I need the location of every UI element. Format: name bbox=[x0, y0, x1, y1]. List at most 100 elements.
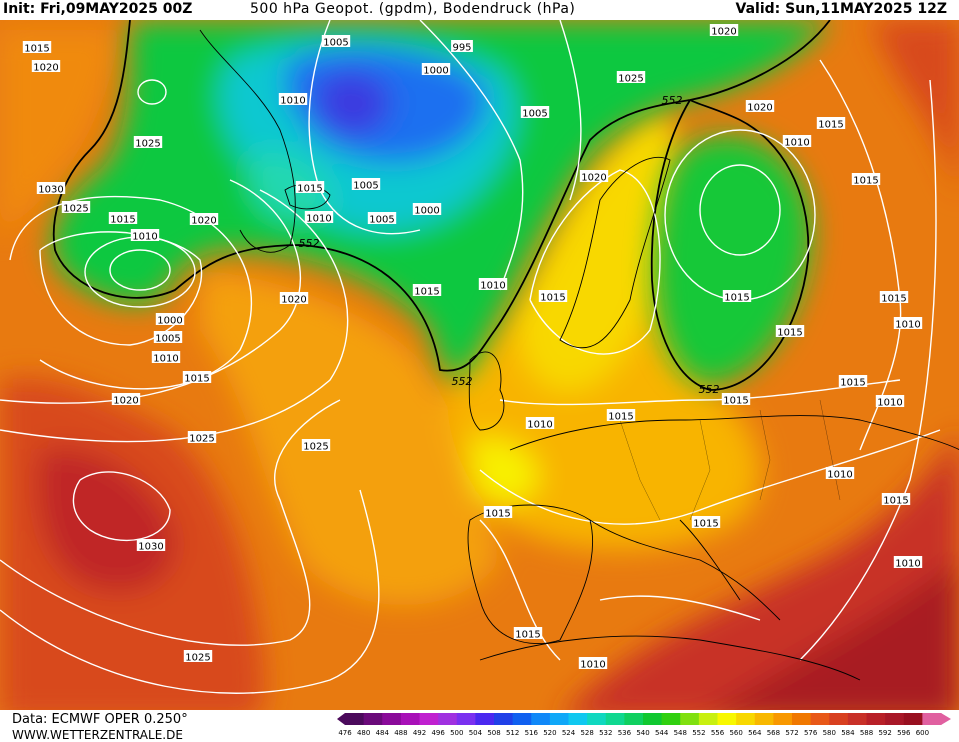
border-1 bbox=[619, 419, 661, 521]
pressure-label-box bbox=[61, 201, 91, 213]
colorbar-value: 488 bbox=[394, 729, 408, 737]
pressure-label: 1015 bbox=[24, 44, 49, 55]
pressure-label: 1005 bbox=[155, 334, 180, 345]
pressure-label-box bbox=[525, 417, 555, 429]
colorbar-value: 504 bbox=[468, 729, 483, 737]
pressure-label-box bbox=[321, 35, 351, 47]
colorbar-arrow-right bbox=[941, 713, 951, 725]
pressure-label-box bbox=[579, 170, 609, 182]
pressure-label: 1025 bbox=[189, 434, 214, 445]
pressure-label-box bbox=[616, 71, 646, 83]
pressure-label-box bbox=[893, 317, 923, 329]
pressure-label: 1015 bbox=[184, 374, 209, 385]
pressure-label-box bbox=[881, 493, 911, 505]
pressure-label-box bbox=[278, 93, 308, 105]
chart-title: 500 hPa Geopot. (gpdm), Bodendruck (hPa) bbox=[250, 1, 576, 17]
colorbar-swatch bbox=[419, 713, 439, 725]
pressure-label-box bbox=[745, 100, 775, 112]
pressure-label-box bbox=[875, 395, 905, 407]
colorbar-arrow-left bbox=[337, 713, 345, 725]
colorbar-swatch bbox=[549, 713, 569, 725]
coast-europe-main bbox=[509, 415, 959, 451]
pressure-label: 1020 bbox=[113, 396, 138, 407]
pressure-label: 1015 bbox=[724, 293, 749, 304]
pressure-label: 1015 bbox=[540, 293, 565, 304]
colorbar-swatch bbox=[494, 713, 514, 725]
pressure-label-box bbox=[111, 393, 141, 405]
coast-iberia bbox=[467, 504, 594, 644]
colorbar-swatch bbox=[885, 713, 905, 725]
colorbar-value: 568 bbox=[766, 729, 781, 737]
field-orange-nw bbox=[0, 30, 120, 240]
colorbar-value: 560 bbox=[729, 729, 743, 737]
pressure-label-box bbox=[578, 657, 608, 669]
pressure-label-box bbox=[412, 203, 442, 215]
colorbar-swatch bbox=[531, 713, 551, 725]
colorbar-value: 516 bbox=[524, 729, 538, 737]
colorbar-swatch bbox=[643, 713, 663, 725]
colorbar-value: 532 bbox=[599, 729, 613, 737]
colorbar-swatch bbox=[363, 713, 383, 725]
colorbar-swatch bbox=[568, 713, 588, 725]
pressure-label-box bbox=[538, 290, 568, 302]
colorbar-value: 588 bbox=[859, 729, 874, 737]
colorbar-value: 536 bbox=[617, 729, 632, 737]
colorbar-swatch bbox=[661, 713, 681, 725]
pressure-label-box bbox=[691, 516, 721, 528]
isobar-1015-europe bbox=[499, 379, 901, 406]
contour-552-west bbox=[52, 20, 831, 372]
pressure-label-box bbox=[513, 627, 543, 639]
contour-552-label: 552 bbox=[452, 375, 473, 388]
field-darkred-se bbox=[715, 560, 959, 710]
pressure-label-box bbox=[295, 181, 325, 193]
pressure-label-box bbox=[108, 212, 138, 224]
pressure-label: 1020 bbox=[281, 295, 306, 306]
pressure-label: 1025 bbox=[303, 442, 328, 453]
pressure-label-box bbox=[351, 178, 381, 190]
pressure-label: 1015 bbox=[881, 294, 906, 305]
pressure-label: 1010 bbox=[895, 320, 920, 331]
pressure-label: 1015 bbox=[608, 412, 633, 423]
pressure-label-box bbox=[183, 650, 213, 662]
contour-552-label: 552 bbox=[699, 383, 720, 396]
colorbar-swatch bbox=[438, 713, 458, 725]
field-yellow-biscay bbox=[470, 437, 540, 504]
isobar-arctic-1 bbox=[419, 20, 524, 291]
pressure-label: 1005 bbox=[369, 215, 394, 226]
coast-north-africa bbox=[479, 635, 861, 681]
pressure-label-box bbox=[606, 409, 636, 421]
pressure-label: 1015 bbox=[515, 630, 540, 641]
field-cyan-iceland bbox=[248, 150, 332, 223]
pressure-label-box bbox=[22, 41, 52, 53]
isobar-1020-atl bbox=[0, 179, 302, 404]
pressure-label-box bbox=[130, 229, 160, 241]
pressure-label-box bbox=[478, 278, 508, 290]
colorbar-value: 572 bbox=[785, 729, 799, 737]
pressure-label: 1025 bbox=[185, 653, 210, 664]
colorbar-value: 592 bbox=[878, 729, 892, 737]
borders bbox=[619, 399, 841, 521]
pressure-label-box bbox=[301, 439, 331, 451]
pressure-label: 1030 bbox=[38, 185, 63, 196]
colorbar-value: 576 bbox=[803, 729, 818, 737]
contour-552-label: 552 bbox=[299, 237, 320, 250]
pressure-label: 1010 bbox=[827, 470, 852, 481]
colorbar-swatch bbox=[587, 713, 607, 725]
colorbar-value: 556 bbox=[710, 729, 725, 737]
pressure-label-box bbox=[155, 313, 185, 325]
pressure-label: 1015 bbox=[883, 496, 908, 507]
pressure-label: 995 bbox=[452, 43, 471, 54]
field-amber-ridge bbox=[200, 270, 500, 605]
contour-552-east bbox=[650, 99, 810, 391]
pressure-label: 1020 bbox=[747, 103, 772, 114]
colorbar-swatch bbox=[698, 713, 718, 725]
colorbar-value: 484 bbox=[375, 729, 389, 737]
pressure-label: 1000 bbox=[414, 206, 439, 217]
field-green-russia bbox=[654, 135, 812, 385]
isobar-ring-nw bbox=[137, 79, 167, 105]
pressure-label: 1020 bbox=[33, 63, 58, 74]
colorbar bbox=[337, 713, 951, 725]
pressure-label: 1010 bbox=[480, 281, 505, 292]
isobar-1020-scand bbox=[529, 169, 661, 355]
